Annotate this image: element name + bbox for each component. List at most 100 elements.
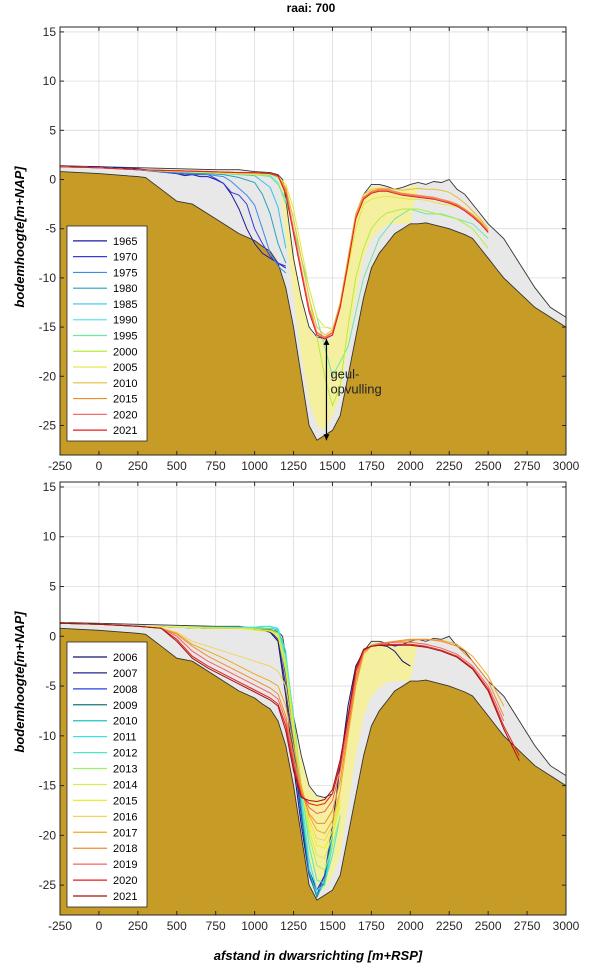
x-tick-label: 0 [96, 919, 103, 933]
annotation-arrow-head-top [323, 338, 330, 345]
x-tick-label: 2000 [397, 459, 424, 473]
profile-max-line [60, 165, 566, 340]
x-tick-label: 2500 [475, 919, 502, 933]
y-axis-label-top: bodemhoogte[m+NAP] [12, 166, 27, 308]
y-tick-label: 10 [43, 530, 57, 544]
plot-area [60, 165, 566, 455]
legend-label-2019: 2019 [113, 859, 137, 871]
legend-label-2015: 2015 [113, 394, 137, 406]
x-tick-label: 3000 [553, 459, 580, 473]
legend: 2006 2007 2008 2009 2010 2011 2012 2013 2014 2015… [66, 641, 148, 908]
y-tick-label: 0 [49, 173, 56, 187]
profile-min-line [60, 171, 566, 441]
series-line-2005 [60, 166, 489, 330]
x-tick-label: 500 [167, 459, 187, 473]
legend-box [66, 225, 148, 442]
x-tick-label: -250 [48, 919, 72, 933]
y-tick-label: -5 [45, 679, 56, 693]
x-tick-label: 500 [167, 919, 187, 933]
y-tick-label: -15 [39, 320, 57, 334]
legend-label-2005: 2005 [113, 362, 137, 374]
infill-yellow [278, 633, 419, 891]
x-tick-label: 1250 [280, 919, 307, 933]
x-tick-label: 1750 [358, 459, 385, 473]
legend-label-2017: 2017 [113, 827, 137, 839]
chart-panel-top: geul-opvulling-250 0 250 500 750 1000 1250 1500… [39, 25, 580, 473]
x-tick-label: 2500 [475, 459, 502, 473]
bed-fill [60, 171, 566, 455]
legend-label-2010: 2010 [113, 716, 137, 728]
annotation-text: opvulling [330, 381, 381, 396]
y-tick-label: -20 [39, 369, 57, 383]
y-tick-label: 0 [49, 629, 56, 643]
legend-label-2007: 2007 [113, 668, 137, 680]
legend-label-2008: 2008 [113, 684, 137, 696]
legend-label-1965: 1965 [113, 236, 137, 248]
legend-label-2000: 2000 [113, 346, 137, 358]
y-tick-label: 15 [43, 25, 57, 39]
legend-label-1970: 1970 [113, 252, 137, 264]
y-axis-label-bottom: bodemhoogte[m+NAP] [12, 611, 27, 753]
y-tick-label: -25 [39, 418, 57, 432]
legend-label-2012: 2012 [113, 748, 137, 760]
series-line-2019 [60, 622, 505, 815]
infill-yellow [278, 176, 419, 431]
legend-label-1995: 1995 [113, 331, 137, 343]
legend-label-1975: 1975 [113, 267, 137, 279]
x-tick-label: 2250 [436, 459, 463, 473]
annotation-arrow-head-bottom [323, 434, 330, 441]
x-tick-label: -250 [48, 459, 72, 473]
legend-label-2021: 2021 [113, 891, 137, 903]
x-tick-label: 2750 [514, 459, 541, 473]
chart-panel-bottom: -250 0 250 500 750 1000 1250 1500 1750 2000 2250 25… [39, 480, 580, 933]
y-tick-label: 5 [49, 123, 56, 137]
x-tick-label: 1250 [280, 459, 307, 473]
axes-box [59, 26, 567, 456]
legend-label-2016: 2016 [113, 811, 137, 823]
series-line-2018 [60, 622, 505, 824]
y-tick-label: -10 [39, 271, 57, 285]
legend-label-2020: 2020 [113, 409, 137, 421]
legend-label-1990: 1990 [113, 315, 137, 327]
x-tick-label: 1500 [319, 459, 346, 473]
series-line-2010 [60, 166, 489, 336]
legend-label-2011: 2011 [113, 732, 137, 744]
x-tick-label: 750 [206, 919, 226, 933]
x-tick-label: 2250 [436, 919, 463, 933]
x-tick-label: 250 [128, 459, 148, 473]
y-tick-label: 5 [49, 580, 56, 594]
series-line-2015 [60, 622, 341, 849]
x-tick-label: 0 [96, 459, 103, 473]
x-tick-label: 750 [206, 459, 226, 473]
x-tick-label: 2750 [514, 919, 541, 933]
series-line-2020 [60, 622, 520, 807]
x-tick-label: 3000 [553, 919, 580, 933]
legend-label-2006: 2006 [113, 652, 137, 664]
x-tick-label: 1000 [241, 459, 268, 473]
y-tick-label: -25 [39, 878, 57, 892]
series-line-2021 [60, 622, 520, 803]
profile-min-line [60, 627, 566, 901]
x-tick-label: 1000 [241, 919, 268, 933]
legend-label-2009: 2009 [113, 700, 137, 712]
legend-label-2020: 2020 [113, 875, 137, 887]
legend-label-1985: 1985 [113, 299, 137, 311]
series-line-2021 [60, 166, 489, 340]
annotation-text: geul- [330, 366, 359, 381]
x-tick-label: 250 [128, 919, 148, 933]
plot-area [60, 621, 566, 915]
x-tick-label: 1750 [358, 919, 385, 933]
y-tick-label: -15 [39, 779, 57, 793]
legend-label-2021: 2021 [113, 425, 137, 437]
x-tick-label: 1500 [319, 919, 346, 933]
legend-label-2014: 2014 [113, 779, 137, 791]
y-tick-label: -5 [45, 222, 56, 236]
legend-label-2013: 2013 [113, 764, 137, 776]
legend: 1965 1970 1975 1980 1985 1990 1995 2000 2005 2010… [66, 225, 148, 442]
legend-label-1980: 1980 [113, 283, 137, 295]
x-tick-label: 2000 [397, 919, 424, 933]
y-tick-label: -10 [39, 729, 57, 743]
y-tick-label: 10 [43, 74, 57, 88]
x-axis-label: afstand in dwarsrichting [m+RSP] [214, 948, 423, 963]
